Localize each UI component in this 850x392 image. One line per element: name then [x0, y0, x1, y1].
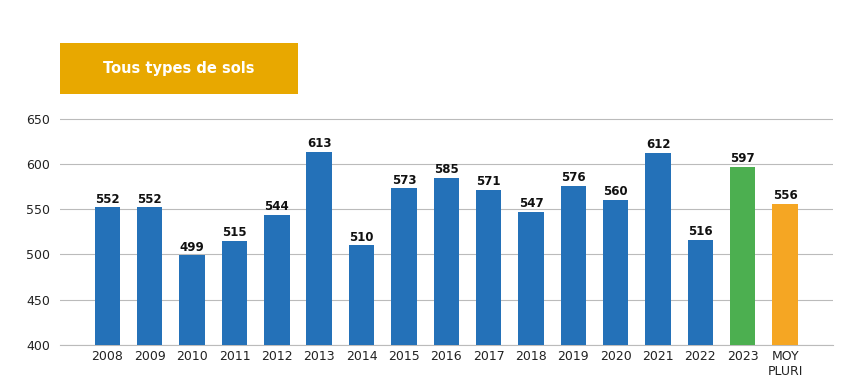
Text: Tous types de sols: Tous types de sols: [103, 61, 254, 76]
Bar: [730, 167, 756, 392]
Text: 576: 576: [561, 171, 586, 184]
Text: 516: 516: [688, 225, 712, 238]
Bar: [222, 241, 247, 392]
Text: 573: 573: [392, 174, 416, 187]
Bar: [645, 153, 671, 392]
Bar: [518, 212, 544, 392]
Bar: [688, 240, 713, 392]
Bar: [348, 245, 374, 392]
Text: 613: 613: [307, 138, 332, 151]
Bar: [434, 178, 459, 392]
Text: 571: 571: [476, 176, 501, 189]
Text: 556: 556: [773, 189, 797, 202]
Bar: [561, 186, 586, 392]
Bar: [603, 200, 628, 392]
Text: 552: 552: [138, 192, 162, 206]
Bar: [307, 152, 332, 392]
Bar: [476, 190, 502, 392]
Bar: [137, 207, 162, 392]
Text: 547: 547: [518, 197, 543, 210]
Text: 612: 612: [646, 138, 671, 151]
Text: 597: 597: [730, 152, 755, 165]
Text: 544: 544: [264, 200, 289, 213]
Text: 552: 552: [95, 192, 120, 206]
Bar: [94, 207, 120, 392]
Bar: [391, 189, 416, 392]
Text: 560: 560: [604, 185, 628, 198]
Text: 499: 499: [179, 241, 205, 254]
Bar: [264, 215, 290, 392]
Bar: [773, 204, 798, 392]
Text: 515: 515: [222, 226, 246, 239]
Text: 585: 585: [434, 163, 459, 176]
Text: 510: 510: [349, 230, 374, 244]
Bar: [179, 256, 205, 392]
